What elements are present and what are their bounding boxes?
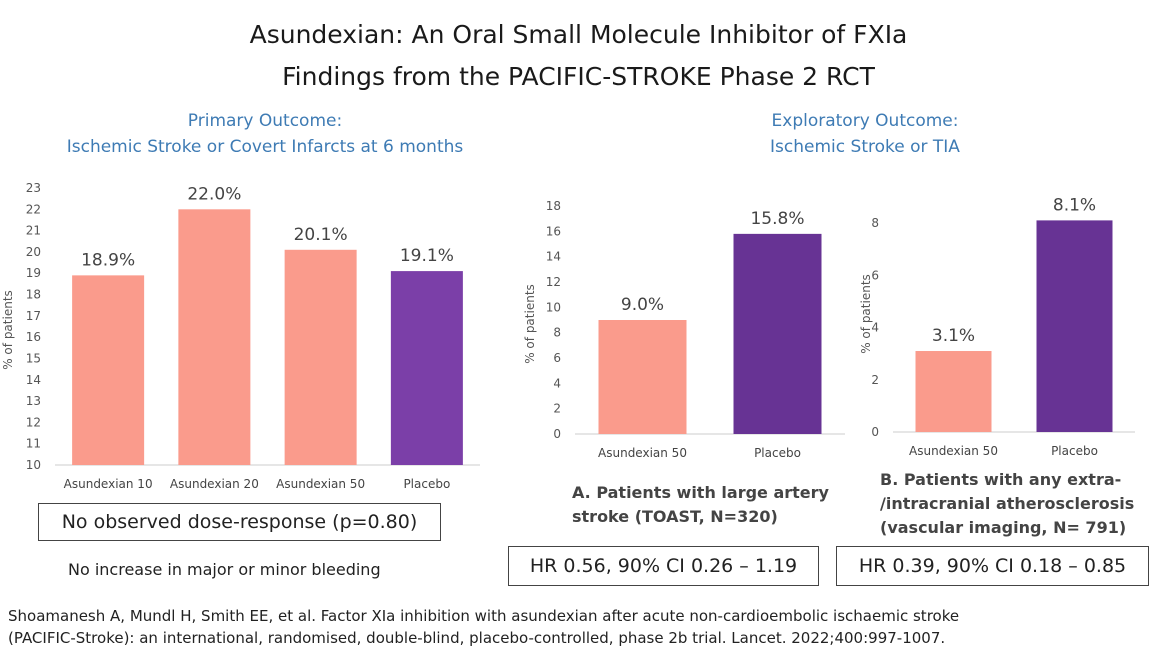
primary-bar-1 <box>178 209 251 465</box>
panel_a-category-label-0: Asundexian 50 <box>598 446 687 460</box>
primary-bar-2 <box>284 249 357 465</box>
primary-y-tick: 12 <box>26 415 41 429</box>
panel-b-caption-line1: B. Patients with any extra- <box>880 470 1122 489</box>
panel_a-y-tick: 2 <box>553 402 561 416</box>
primary-data-label-3: 19.1% <box>400 246 454 266</box>
primary-y-tick: 15 <box>26 351 41 365</box>
panel_a-y-tick: 10 <box>546 300 561 314</box>
panel-b-hr-box: HR 0.39, 90% CI 0.18 – 0.85 <box>836 546 1149 586</box>
panel_b-y-tick: 4 <box>871 321 879 335</box>
panel-a-caption-line2: stroke (TOAST, N=320) <box>572 507 778 526</box>
bleeding-note: No increase in major or minor bleeding <box>68 560 381 579</box>
primary-y-tick: 22 <box>26 202 41 216</box>
panel_b-y-tick: 2 <box>871 373 879 387</box>
panel-a-caption: A. Patients with large artery stroke (TO… <box>572 481 829 529</box>
panel_b-y-tick: 8 <box>871 216 879 230</box>
primary-y-axis-label: % of patients <box>1 290 15 370</box>
panel-b-caption-line2: /intracranial atherosclerosis <box>880 494 1135 513</box>
panel-a-caption-line1: A. Patients with large artery <box>572 483 829 502</box>
primary-bar-3 <box>390 271 463 465</box>
panel_a-y-tick: 16 <box>546 224 561 238</box>
primary-heading-line1: Primary Outcome: <box>187 111 343 131</box>
primary-data-label-2: 20.1% <box>294 225 348 245</box>
primary-category-label-1: Asundexian 20 <box>170 477 259 491</box>
primary-y-tick: 19 <box>26 266 41 280</box>
panel_a-y-tick: 8 <box>553 326 561 340</box>
panel-b-caption: B. Patients with any extra- /intracrania… <box>880 468 1134 540</box>
panel_b-bar-1 <box>1036 220 1113 432</box>
panel_a-y-tick: 18 <box>546 199 561 213</box>
primary-data-label-1: 22.0% <box>187 184 241 204</box>
panel_b-category-label-0: Asundexian 50 <box>909 444 998 458</box>
primary-y-tick: 21 <box>26 224 41 238</box>
primary-y-tick: 18 <box>26 288 41 302</box>
primary-category-label-3: Placebo <box>403 477 450 491</box>
primary-y-tick: 13 <box>26 394 41 408</box>
primary-y-tick: 20 <box>26 245 41 259</box>
panel_b-y-tick: 6 <box>871 268 879 282</box>
exploratory-heading-line2: Ischemic Stroke or TIA <box>770 137 960 157</box>
panel_a-data-label-1: 15.8% <box>750 209 804 229</box>
primary-bar-0 <box>72 275 145 465</box>
primary-y-tick: 11 <box>26 437 41 451</box>
primary-category-label-0: Asundexian 10 <box>64 477 153 491</box>
panel_b-data-label-0: 3.1% <box>932 326 975 346</box>
panel-a-hr-box: HR 0.56, 90% CI 0.26 – 1.19 <box>508 546 819 586</box>
panel_a-y-tick: 0 <box>553 427 561 441</box>
primary-category-label-2: Asundexian 50 <box>276 477 365 491</box>
exploratory-heading-line1: Exploratory Outcome: <box>771 111 959 131</box>
panel_a-bar-1 <box>733 233 822 434</box>
citation-line1: Shoamanesh A, Mundl H, Smith EE, et al. … <box>8 607 960 625</box>
primary-y-tick: 17 <box>26 309 41 323</box>
panel_a-y-tick: 12 <box>546 275 561 289</box>
primary-y-tick: 14 <box>26 373 41 387</box>
panel_b-bar-0 <box>915 351 992 432</box>
panel_a-y-tick: 14 <box>546 250 561 264</box>
panel_a-y-tick: 6 <box>553 351 561 365</box>
primary-data-label-0: 18.9% <box>81 250 135 270</box>
primary-y-tick: 16 <box>26 330 41 344</box>
primary-heading-line2: Ischemic Stroke or Covert Infarcts at 6 … <box>66 137 464 157</box>
citation-line2: (PACIFIC-Stroke): an international, rand… <box>8 629 946 647</box>
dose-response-box: No observed dose-response (p=0.80) <box>38 503 441 541</box>
primary-y-tick: 23 <box>26 181 41 195</box>
panel_a-bar-0 <box>598 320 687 434</box>
panel-b-caption-line3: (vascular imaging, N= 791) <box>880 518 1127 537</box>
panel_b-y-axis-label: % of patients <box>859 274 873 354</box>
primary-outcome-heading: Primary Outcome: Ischemic Stroke or Cove… <box>20 108 510 160</box>
slide-title-line2: Findings from the PACIFIC-STROKE Phase 2… <box>282 62 875 91</box>
panel_b-data-label-1: 8.1% <box>1053 195 1096 215</box>
slide-title-line1: Asundexian: An Oral Small Molecule Inhib… <box>249 20 908 49</box>
citation: Shoamanesh A, Mundl H, Smith EE, et al. … <box>8 605 959 649</box>
exploratory-outcome-heading: Exploratory Outcome: Ischemic Stroke or … <box>700 108 1030 160</box>
primary-y-tick: 10 <box>26 458 41 472</box>
panel_a-category-label-1: Placebo <box>754 446 801 460</box>
panel_b-y-tick: 0 <box>871 425 879 439</box>
panel_a-data-label-0: 9.0% <box>621 295 664 315</box>
panel_a-y-tick: 4 <box>553 376 561 390</box>
panel_b-category-label-1: Placebo <box>1051 444 1098 458</box>
panel_a-y-axis-label: % of patients <box>523 284 537 364</box>
